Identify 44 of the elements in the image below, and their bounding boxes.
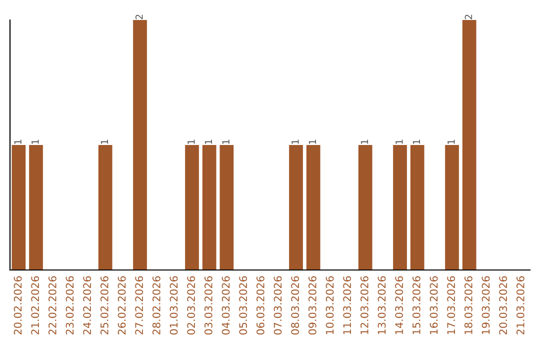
x-tick-label: 22.02.2026 bbox=[48, 276, 56, 334]
data-label: 1 bbox=[412, 140, 420, 144]
x-tick-label: 20.03.2026 bbox=[499, 276, 508, 334]
data-label: 1 bbox=[188, 140, 195, 144]
x-tick-label: 26.02.2026 bbox=[118, 276, 126, 334]
x-tick-label: 12.03.2026 bbox=[360, 276, 368, 334]
x-tick-label: 14.03.2026 bbox=[395, 276, 404, 334]
x-tick-label: 17.03.2026 bbox=[447, 276, 456, 334]
x-tick-label: 02.03.2026 bbox=[187, 276, 196, 335]
x-tick-label: 01.03.2026 bbox=[170, 276, 178, 335]
data-label: 1 bbox=[448, 140, 455, 144]
x-tick-label: 21.03.2026 bbox=[516, 276, 524, 334]
data-label: 1 bbox=[308, 140, 316, 144]
x-tick-label: 10.03.2026 bbox=[326, 276, 334, 334]
data-label: 2 bbox=[135, 14, 143, 20]
x-tick-label: 20.02.2026 bbox=[14, 276, 22, 334]
x-tick-label: 25.02.2026 bbox=[100, 276, 108, 334]
x-tick-label: 18.03.2026 bbox=[464, 276, 472, 334]
x-tick-label: 05.03.2026 bbox=[239, 276, 248, 335]
x-tick-label: 19.03.2026 bbox=[482, 276, 490, 334]
x-tick-label: 03.03.2026 bbox=[204, 276, 212, 335]
x-tick-label: 04.03.2026 bbox=[222, 276, 230, 335]
x-tick-label: 28.02.2026 bbox=[152, 276, 160, 334]
x-tick-label: 15.03.2026 bbox=[412, 276, 420, 334]
x-tick-label: 21.02.2026 bbox=[31, 276, 40, 334]
x-tick-label: 06.03.2026 bbox=[256, 276, 264, 335]
x-tick-label: 11.03.2026 bbox=[343, 276, 352, 334]
x-tick-label: 08.03.2026 bbox=[291, 276, 300, 335]
x-tick-label: 16.03.2026 bbox=[430, 276, 438, 334]
data-label: 1 bbox=[360, 140, 368, 144]
data-label: 1 bbox=[204, 140, 212, 144]
data-label: 1 bbox=[32, 140, 39, 144]
data-label: 2 bbox=[464, 14, 472, 20]
data-label: 1 bbox=[396, 140, 403, 144]
x-tick-label: 27.02.2026 bbox=[135, 276, 144, 334]
x-tick-label: 23.02.2026 bbox=[66, 276, 74, 334]
data-label: 1 bbox=[222, 140, 230, 144]
x-tick-label: 13.03.2026 bbox=[378, 276, 386, 334]
data-label: 1 bbox=[14, 140, 22, 144]
data-label: 1 bbox=[100, 140, 108, 144]
x-tick-label: 09.03.2026 bbox=[308, 276, 316, 335]
x-tick-label: 07.03.2026 bbox=[274, 276, 282, 335]
x-tick-label: 24.02.2026 bbox=[83, 276, 92, 334]
data-label: 1 bbox=[292, 140, 299, 144]
